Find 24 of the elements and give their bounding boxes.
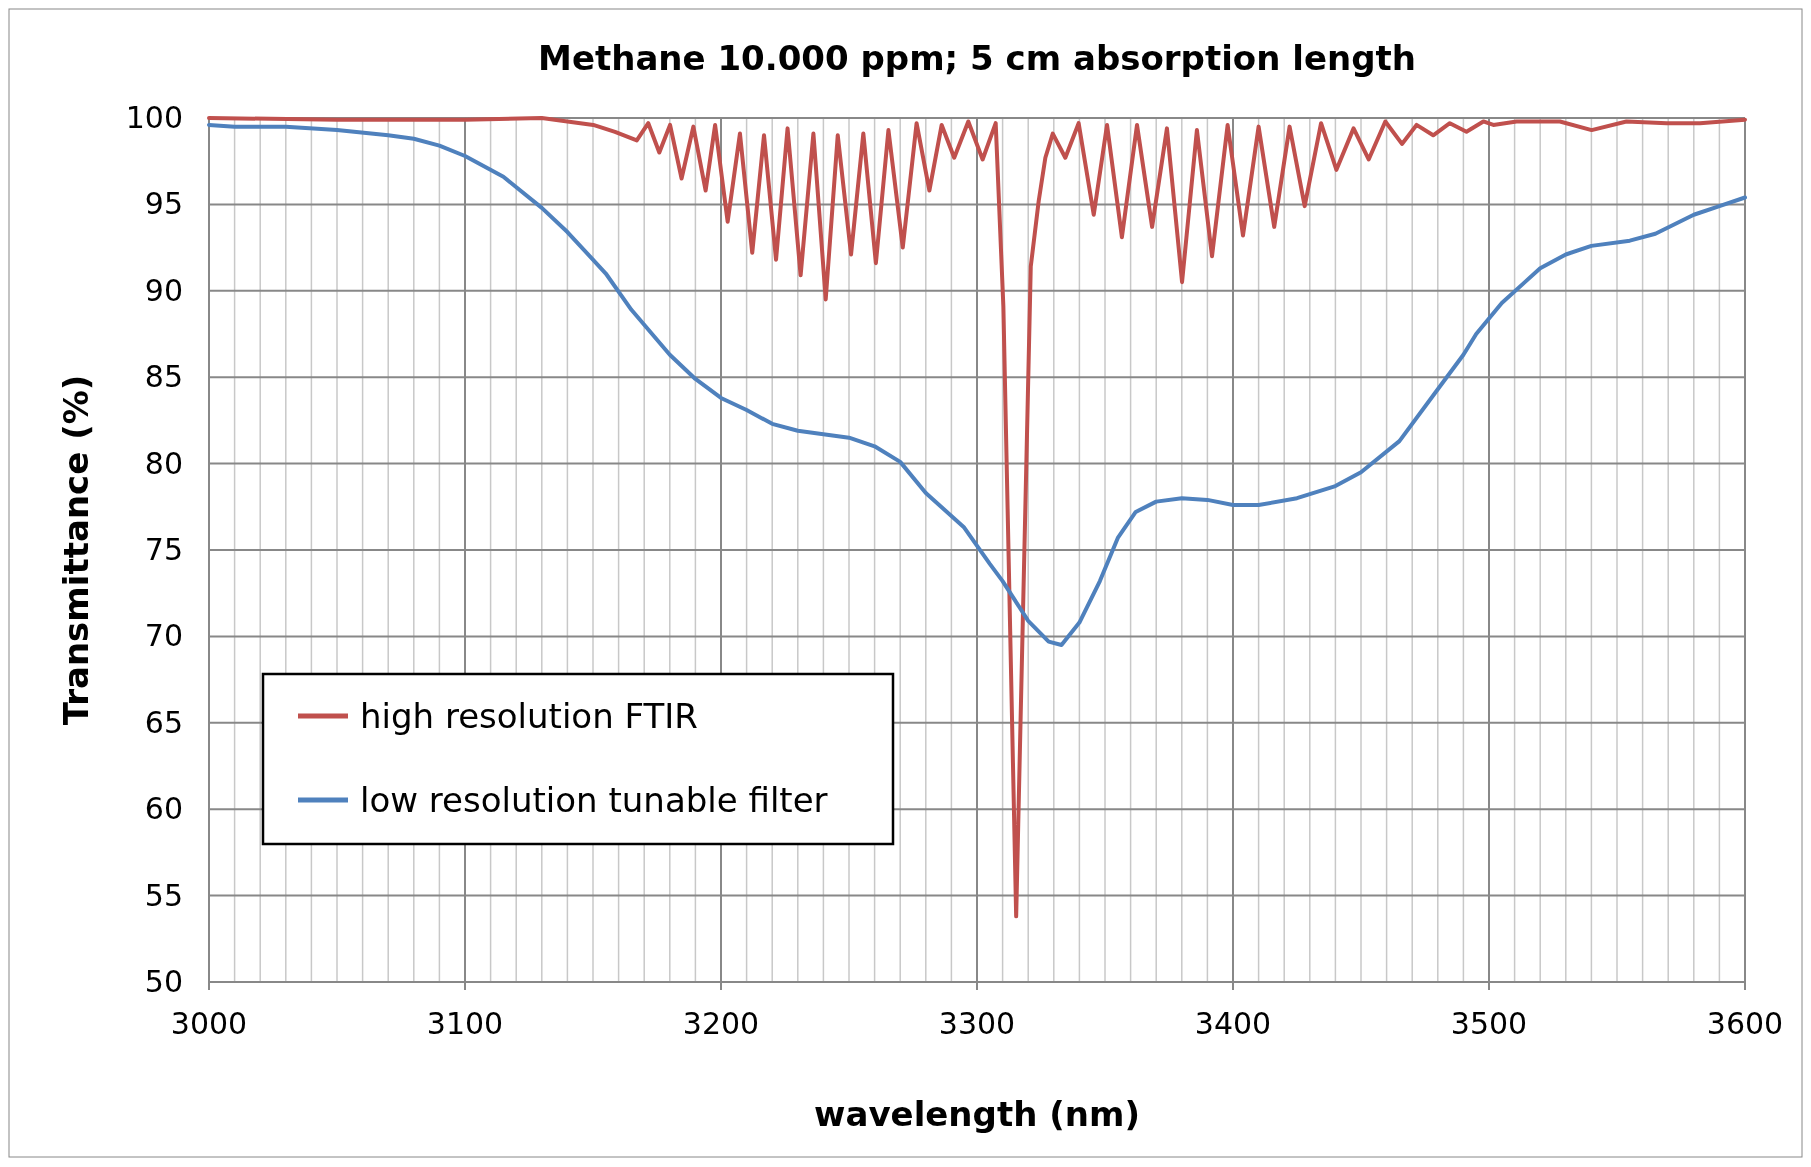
x-tick-label: 3500 [1450,1006,1528,1041]
y-tick-label: 85 [144,359,183,395]
x-tick-label: 3600 [1706,1006,1784,1041]
y-tick-label: 95 [144,186,183,222]
y-tick-label: 90 [144,272,183,308]
y-tick-label: 65 [144,704,183,740]
y-tick-label: 60 [144,791,183,827]
y-tick-label: 55 [144,877,183,913]
y-tick-label: 50 [144,964,183,999]
y-tick-label: 100 [125,100,183,135]
y-tick-label: 75 [144,532,183,567]
y-axis-title: Transmittance (%) [56,374,96,726]
x-tick-label: 3300 [938,1006,1016,1041]
x-tick-label: 3100 [426,1006,504,1041]
y-tick-label: 70 [144,618,183,654]
x-axis-title: wavelength (nm) [814,1094,1140,1134]
chart-title: Methane 10.000 ppm; 5 cm absorption length [538,38,1416,78]
legend-label: high resolution FTIR [360,696,698,736]
x-tick-label: 3400 [1194,1006,1272,1041]
x-tick-label: 3200 [682,1006,760,1041]
legend-label: low resolution tunable filter [360,780,828,820]
y-tick-label: 80 [144,445,183,481]
line-series [207,122,1747,648]
x-tick-label: 3000 [170,1006,248,1041]
